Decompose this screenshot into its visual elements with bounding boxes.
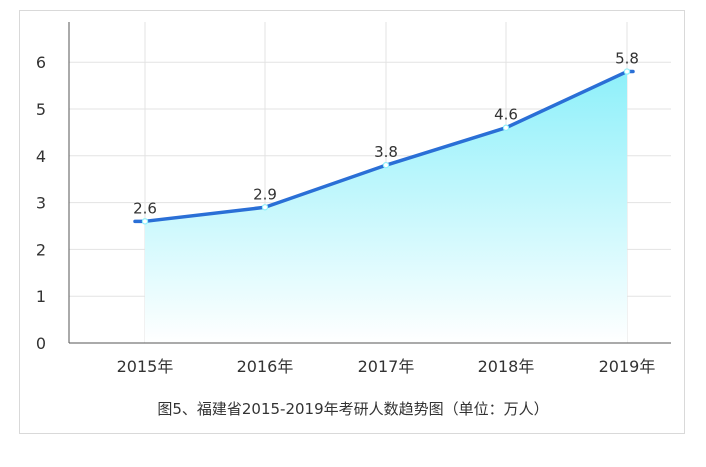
data-label: 4.6 (494, 106, 518, 124)
x-tick-label: 2017年 (358, 357, 415, 376)
data-point (502, 124, 510, 131)
y-tick-label: 2 (36, 240, 46, 259)
x-tick-label: 2015年 (117, 357, 174, 376)
x-tick-label: 2016年 (237, 357, 294, 376)
area-fill-layer (145, 71, 627, 343)
labels-layer: 0 1 2 3 4 5 6 2.6 2.9 3.8 4.6 5.8 2015年 2016年 2017年 201… (36, 50, 656, 376)
data-point (623, 68, 631, 75)
y-tick-label: 1 (36, 287, 46, 306)
data-label: 2.6 (133, 199, 157, 217)
data-point (382, 161, 390, 169)
data-label: 2.9 (253, 185, 277, 203)
axes (68, 22, 671, 344)
chart-caption: 图5、福建省2015-2019年考研人数趋势图（单位：万人） (157, 400, 548, 418)
data-point (141, 218, 149, 225)
x-tick-label: 2018年 (478, 357, 535, 376)
data-point (261, 204, 269, 211)
y-tick-label: 5 (36, 100, 46, 119)
y-tick-label: 6 (36, 53, 46, 72)
data-label: 3.8 (374, 143, 398, 161)
series-area (145, 71, 627, 343)
data-label: 5.8 (615, 50, 639, 68)
y-tick-label: 3 (36, 194, 46, 213)
x-tick-label: 2019年 (599, 357, 656, 376)
y-tick-label: 4 (36, 147, 46, 166)
y-tick-label: 0 (36, 334, 46, 353)
series-line-layer (133, 68, 635, 225)
